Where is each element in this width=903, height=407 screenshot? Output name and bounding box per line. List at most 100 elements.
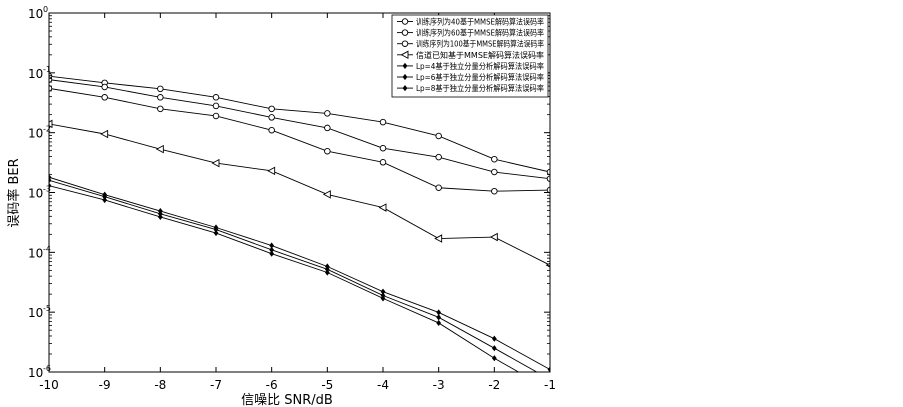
legend-marker bbox=[402, 85, 408, 92]
series-7-line bbox=[49, 185, 520, 372]
series-1-point bbox=[491, 155, 498, 163]
y-tick-base: 10 bbox=[28, 67, 43, 81]
x-tick-label: -3 bbox=[433, 378, 445, 392]
x-tick-label: -1 bbox=[544, 378, 556, 392]
series-1-point bbox=[435, 132, 442, 140]
y-tick-exponent: 0 bbox=[43, 5, 48, 14]
y-tick-exponent: -5 bbox=[43, 304, 51, 313]
legend-label: 训练序列为100基于MMSE解码算法误码率 bbox=[416, 39, 544, 49]
series-6-line bbox=[49, 179, 538, 372]
legend: 训练序列为40基于MMSE解码算法误码率训练序列为60基于MMSE解码算法误码率… bbox=[391, 14, 549, 98]
series-4-point bbox=[100, 129, 109, 139]
legend-entry: Lp=4基于独立分量分析解码算法误码率 bbox=[397, 61, 544, 71]
series-2-point bbox=[491, 168, 498, 176]
series-7-point bbox=[213, 229, 219, 237]
series-7-point bbox=[102, 196, 108, 204]
series-4-point bbox=[434, 234, 443, 243]
x-tick-label: -8 bbox=[154, 378, 166, 392]
legend-entry: 训练序列为40基于MMSE解码算法误码率 bbox=[397, 17, 544, 27]
x-tick-label: -5 bbox=[321, 378, 333, 392]
series-3-point bbox=[435, 184, 442, 192]
series-1-point bbox=[546, 168, 550, 176]
series-7-point bbox=[324, 269, 330, 276]
series-2-point bbox=[101, 83, 108, 91]
x-tick-label: -4 bbox=[377, 378, 389, 392]
series-7-point bbox=[380, 295, 386, 302]
series-6 bbox=[49, 177, 538, 372]
series-4-point bbox=[489, 232, 498, 242]
y-tick-label: 10 -2 bbox=[28, 125, 51, 141]
x-tick-label: -9 bbox=[99, 378, 111, 392]
series-3-point bbox=[101, 94, 108, 101]
series-6-point bbox=[491, 345, 497, 352]
plot-content bbox=[49, 72, 550, 372]
legend-marker bbox=[401, 18, 409, 25]
series-2-point bbox=[268, 114, 275, 121]
legend-marker bbox=[401, 40, 409, 47]
legend-label: 训练序列为40基于MMSE解码算法误码率 bbox=[416, 17, 544, 27]
legend-label: 训练序列为60基于MMSE解码算法误码率 bbox=[416, 28, 544, 38]
series-3-line bbox=[49, 87, 550, 192]
y-tick-label: 10 0 bbox=[28, 5, 48, 21]
series-3-point bbox=[157, 105, 164, 113]
series-2-point bbox=[379, 144, 387, 152]
y-tick-exponent: -4 bbox=[43, 244, 51, 253]
legend-marker bbox=[401, 29, 409, 36]
series-7-point bbox=[269, 250, 275, 257]
series-4-point bbox=[267, 166, 276, 176]
x-axis-label: 信噪比 SNR/dB bbox=[241, 393, 333, 407]
legend-marker bbox=[400, 50, 409, 60]
x-tick-label: -7 bbox=[210, 378, 222, 392]
series-3 bbox=[49, 85, 550, 195]
y-tick-label: 10 -3 bbox=[28, 185, 51, 201]
x-tick-label: -2 bbox=[488, 378, 500, 392]
legend-entry: Lp=8基于独立分量分析解码算法误码率 bbox=[397, 83, 544, 93]
y-tick-label: 10 -1 bbox=[28, 65, 51, 81]
y-tick-base: 10 bbox=[28, 246, 43, 260]
y-tick-exponent: -2 bbox=[43, 125, 51, 134]
series-2-line bbox=[49, 79, 550, 180]
legend-marker bbox=[402, 73, 408, 81]
legend-entry: Lp=6基于独立分量分析解码算法误码率 bbox=[397, 72, 544, 82]
series-4 bbox=[49, 119, 550, 268]
y-tick-label: 10 -5 bbox=[28, 304, 51, 320]
series-5-point bbox=[491, 335, 497, 342]
series-2-point bbox=[435, 153, 442, 161]
x-tick-label: -6 bbox=[266, 378, 278, 392]
series-4-point bbox=[49, 119, 53, 129]
series-1-point bbox=[212, 94, 220, 101]
series-7-point bbox=[436, 319, 442, 327]
series-2-point bbox=[212, 102, 220, 110]
series-2-point bbox=[324, 124, 331, 132]
series-5 bbox=[49, 174, 550, 372]
series-1-point bbox=[268, 105, 275, 113]
legend-label: Lp=8基于独立分量分析解码算法误码率 bbox=[416, 83, 544, 93]
y-tick-exponent: -6 bbox=[43, 364, 51, 373]
series-2-point bbox=[546, 175, 550, 182]
series-3-point bbox=[268, 126, 275, 134]
series-2-point bbox=[157, 94, 164, 101]
legend-marker bbox=[402, 62, 408, 69]
series-4-line bbox=[49, 123, 550, 266]
x-tick-label: -10 bbox=[39, 378, 59, 392]
y-tick-exponent: -1 bbox=[43, 65, 51, 74]
series-6-point bbox=[436, 314, 442, 321]
series-1-point bbox=[324, 110, 331, 117]
legend-label: Lp=6基于独立分量分析解码算法误码率 bbox=[416, 72, 544, 82]
y-tick-base: 10 bbox=[28, 366, 43, 380]
series-4-point bbox=[378, 203, 387, 212]
series-3-point bbox=[212, 112, 220, 120]
series-4-point bbox=[211, 158, 220, 168]
series-7-point bbox=[491, 355, 497, 362]
y-axis-label: 误码率 BER bbox=[6, 158, 22, 227]
series-7-point bbox=[157, 213, 163, 221]
series-3-point bbox=[491, 187, 498, 195]
series-2 bbox=[49, 76, 550, 182]
y-tick-label: 10 -4 bbox=[28, 244, 51, 260]
legend-entry: 信道已知基于MMSE解码算法误码率 bbox=[397, 50, 544, 60]
y-tick-label: 10 -6 bbox=[28, 364, 51, 380]
legend-entry: 训练序列为100基于MMSE解码算法误码率 bbox=[397, 39, 544, 49]
y-tick-base: 10 bbox=[28, 187, 43, 201]
series-3-point bbox=[546, 186, 550, 194]
